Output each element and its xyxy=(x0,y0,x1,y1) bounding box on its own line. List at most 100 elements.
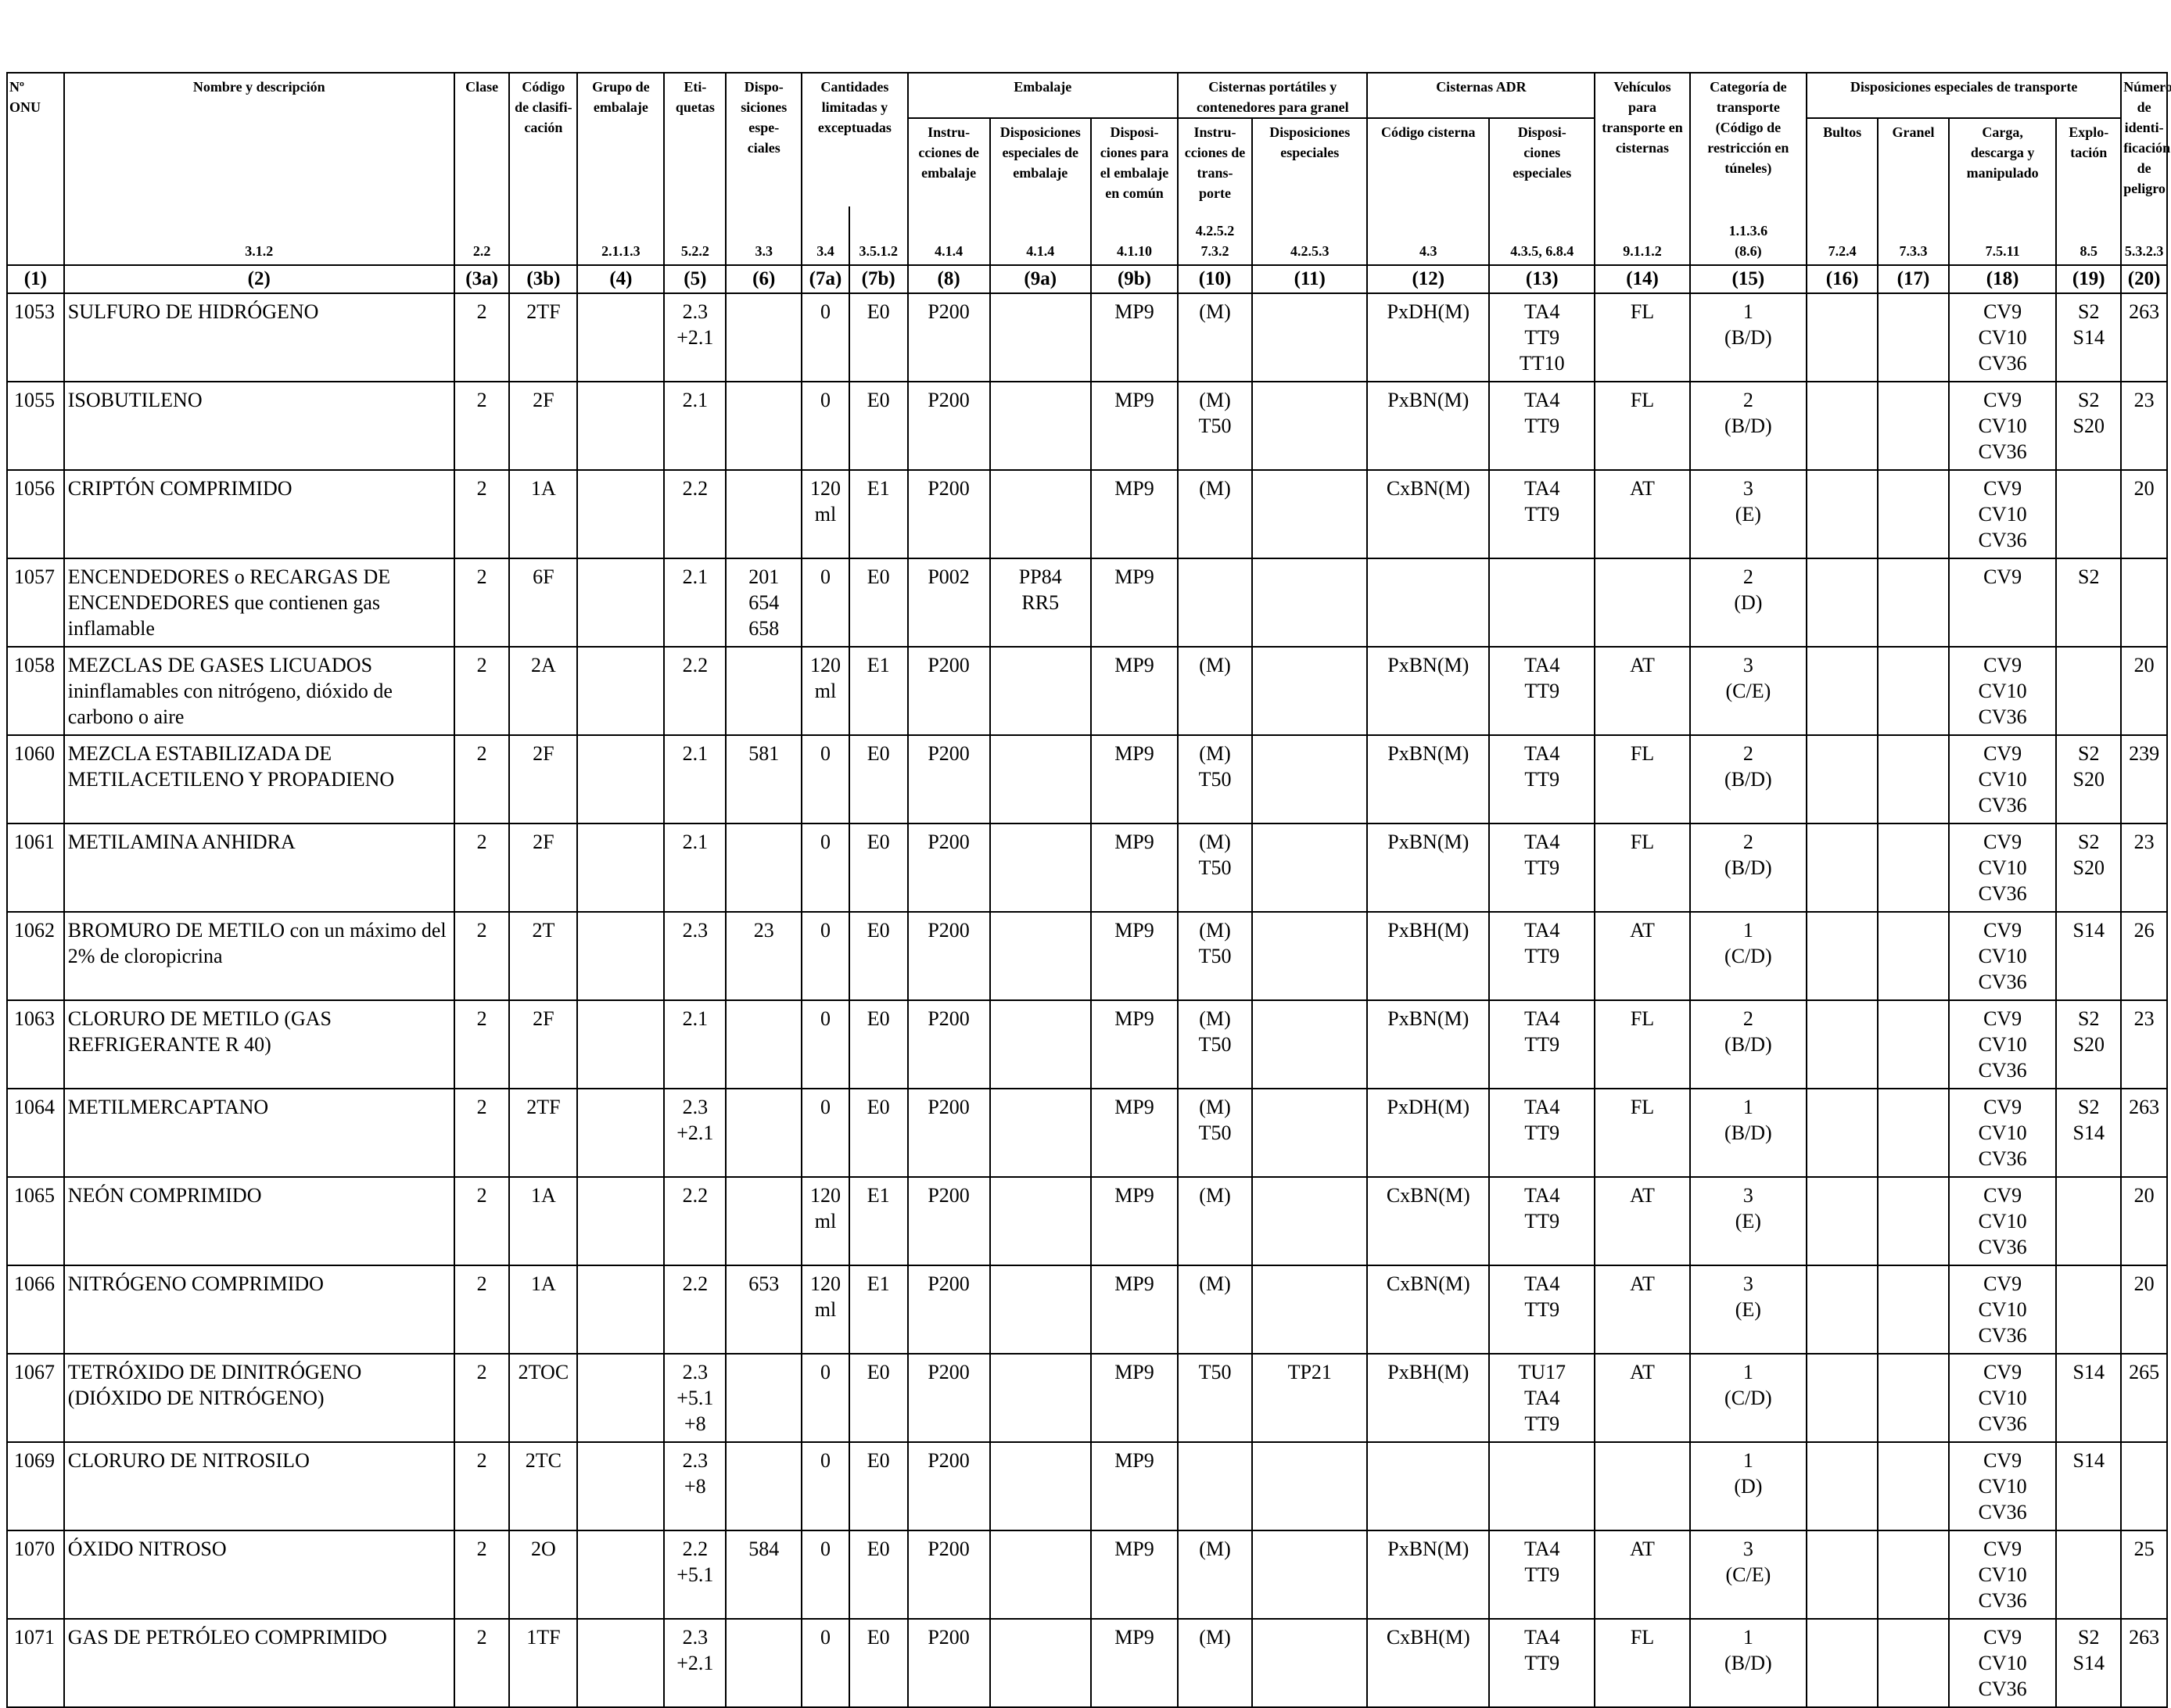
table-cell: 2.1 xyxy=(663,734,727,824)
table-cell: S14 xyxy=(2055,1353,2123,1443)
table-cell: MP9 xyxy=(1089,646,1179,736)
table-cell: TP21 xyxy=(1251,1353,1369,1443)
table-cell xyxy=(1251,1530,1369,1620)
table-cell: 120 ml xyxy=(801,646,850,736)
table-cell: P200 xyxy=(906,734,991,824)
table-cell: S14 xyxy=(2055,1441,2123,1531)
table-cell: 20 xyxy=(2120,469,2168,559)
table-cell xyxy=(1251,1618,1369,1708)
table-cell xyxy=(1877,999,1950,1089)
table-cell xyxy=(1806,646,1879,736)
table-row: 1071 GAS DE PETRÓLEO COMPRIMIDO 2 1TF 2.3 +2… xyxy=(6,1618,2168,1708)
table-cell: 2.1 xyxy=(663,999,727,1089)
table-cell: TA4 TT9 xyxy=(1488,911,1596,1001)
table-cell: AT xyxy=(1594,1353,1691,1443)
table-cell: P200 xyxy=(906,1618,991,1708)
table-cell xyxy=(1806,999,1879,1089)
table-cell xyxy=(989,1265,1092,1355)
ref-cell: 4.2.5.3 xyxy=(1251,206,1369,266)
table-cell: 20 xyxy=(2120,1176,2168,1266)
table-cell: 2TF xyxy=(508,1088,579,1178)
table-row: 1060 MEZCLA ESTABILIZADA DE METILACETILEN… xyxy=(6,734,2168,824)
table-cell: TA4 TT9 xyxy=(1488,999,1596,1089)
col-header-cisternas-portatiles: Cisternas portátiles y contenedores para… xyxy=(1177,72,1369,119)
table-cell: 2TOC xyxy=(508,1353,579,1443)
name-cell: CRIPTÓN COMPRIMIDO xyxy=(63,469,455,559)
table-cell: MP9 xyxy=(1089,1353,1179,1443)
table-cell xyxy=(1177,558,1253,648)
table-cell xyxy=(576,292,666,382)
table-cell: P200 xyxy=(906,292,991,382)
table-cell: MP9 xyxy=(1089,381,1179,471)
ref-cell: 4.3 xyxy=(1366,206,1491,266)
table-cell: CV9 CV10 CV36 xyxy=(1947,823,2058,913)
table-cell xyxy=(725,646,803,736)
table-cell: FL xyxy=(1594,1088,1691,1178)
table-cell xyxy=(1251,1088,1369,1178)
table-cell: TA4 TT9 xyxy=(1488,1530,1596,1620)
table-cell: 3 (E) xyxy=(1688,1176,1808,1266)
table-cell: 2.1 xyxy=(663,823,727,913)
table-cell xyxy=(1806,292,1879,382)
ref-cell: 3.1.2 xyxy=(63,206,455,266)
table-cell: (M) xyxy=(1177,1618,1253,1708)
section-reference-row: 3.1.2 2.2 2.1.1.3 5.2.2 3.3 3.4 3.5.1.2 4.1.4 4.… xyxy=(6,206,2168,266)
table-cell: 0 xyxy=(801,381,850,471)
table-cell: CxBN(M) xyxy=(1366,1265,1491,1355)
onu-number-cell: 1058 xyxy=(6,646,65,736)
table-cell xyxy=(576,1618,666,1708)
table-cell: 120 ml xyxy=(801,1176,850,1266)
table-cell: P200 xyxy=(906,911,991,1001)
col-number-cell: (9a) xyxy=(989,264,1092,294)
header-row-top: Nº ONU Nombre y descripción Clase Código… xyxy=(6,72,2171,206)
table-cell: P200 xyxy=(906,999,991,1089)
table-cell: 2 xyxy=(453,469,511,559)
table-cell: S2 xyxy=(2055,558,2123,648)
col-header-grupo: Grupo de embalaje xyxy=(576,72,666,206)
table-cell: 2.2 xyxy=(663,469,727,559)
ref-cell: 5.3.2.3 xyxy=(2120,206,2168,266)
table-cell xyxy=(1251,734,1369,824)
table-cell: S14 xyxy=(2055,911,2123,1001)
col-number-cell: (17) xyxy=(1877,264,1950,294)
table-cell xyxy=(989,381,1092,471)
table-cell: PxBN(M) xyxy=(1366,381,1491,471)
onu-number-cell: 1065 xyxy=(6,1176,65,1266)
table-cell xyxy=(989,1176,1092,1266)
table-cell: 2.3 xyxy=(663,911,727,1001)
ref-cell: 9.1.1.2 xyxy=(1594,206,1691,266)
table-cell: S2 S20 xyxy=(2055,999,2123,1089)
table-cell xyxy=(725,1176,803,1266)
table-cell: 26 xyxy=(2120,911,2168,1001)
table-row: 1067 TETRÓXIDO DE DINITRÓGENO (DIÓXIDO DE… xyxy=(6,1353,2168,1443)
table-cell: FL xyxy=(1594,1618,1691,1708)
ref-cell: 7.3.3 xyxy=(1877,206,1950,266)
table-cell xyxy=(989,999,1092,1089)
table-cell xyxy=(1806,1618,1879,1708)
table-cell: MP9 xyxy=(1089,558,1179,648)
table-cell: T50 xyxy=(1177,1353,1253,1443)
table-cell xyxy=(576,1441,666,1531)
table-cell: 1 (C/D) xyxy=(1688,911,1808,1001)
table-cell: 2TF xyxy=(508,292,579,382)
table-cell: 0 xyxy=(801,1618,850,1708)
table-cell: 1 (D) xyxy=(1688,1441,1808,1531)
table-cell: 1A xyxy=(508,1176,579,1266)
table-body: 1053 SULFURO DE HIDRÓGENO 2 2TF 2.3 +2.1 0 E0 P… xyxy=(6,292,2168,1708)
table-cell xyxy=(725,381,803,471)
table-cell: S2 S14 xyxy=(2055,1618,2123,1708)
ref-cell: 3.4 xyxy=(801,206,850,266)
table-row: 1053 SULFURO DE HIDRÓGENO 2 2TF 2.3 +2.1 0 E0 P… xyxy=(6,292,2168,382)
ref-cell: 4.2.5.2 7.3.2 xyxy=(1177,206,1253,266)
col-number-cell: (13) xyxy=(1488,264,1596,294)
table-cell: E0 xyxy=(848,1088,909,1178)
table-cell: (M) T50 xyxy=(1177,1088,1253,1178)
table-cell: S2 S20 xyxy=(2055,734,2123,824)
table-cell: S2 S14 xyxy=(2055,1088,2123,1178)
table-cell: 2 xyxy=(453,823,511,913)
table-cell: 3 (E) xyxy=(1688,469,1808,559)
table-cell xyxy=(576,469,666,559)
table-cell xyxy=(1251,469,1369,559)
table-cell: PxBN(M) xyxy=(1366,734,1491,824)
table-cell: E0 xyxy=(848,999,909,1089)
